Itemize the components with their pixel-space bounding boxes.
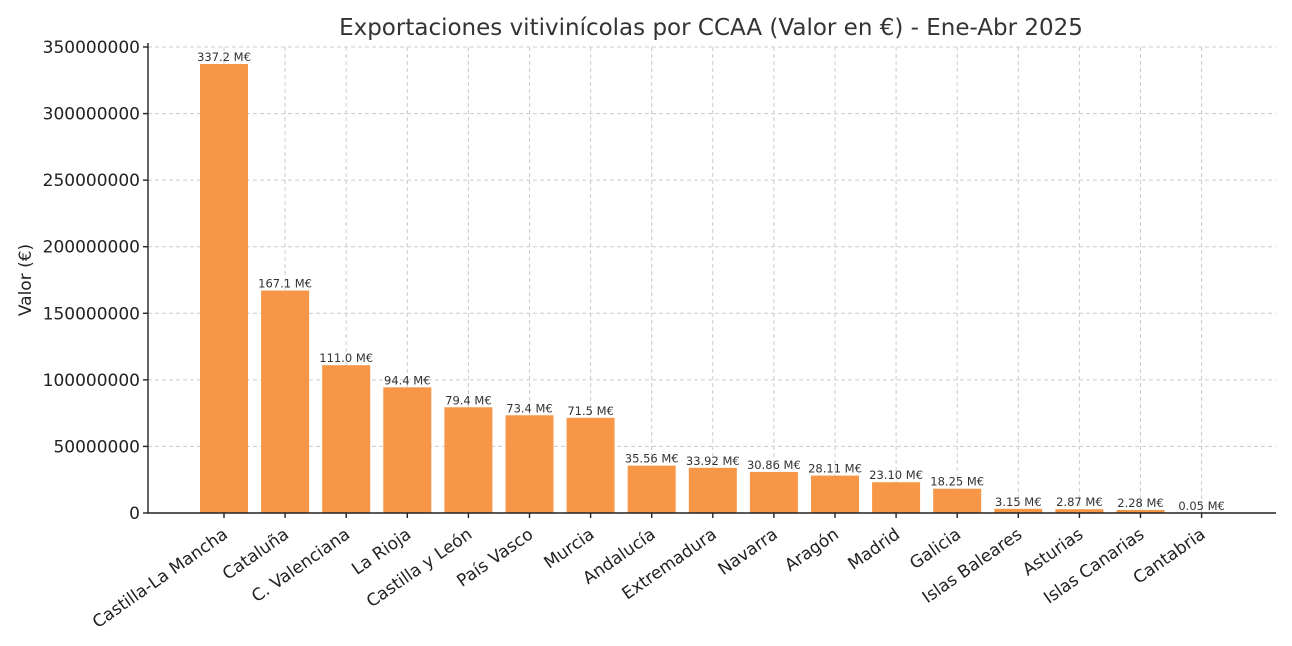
data-label: 111.0 M€	[319, 351, 373, 365]
bars	[200, 64, 1226, 513]
bar	[1116, 509, 1165, 513]
bar	[261, 290, 310, 513]
data-label: 79.4 M€	[445, 393, 492, 407]
bar	[200, 64, 248, 513]
data-label: 3.15 M€	[995, 495, 1042, 509]
data-label: 73.4 M€	[506, 401, 553, 415]
x-tick-label: Castilla-La Mancha	[89, 524, 232, 632]
data-label: 0.05 M€	[1178, 499, 1225, 513]
chart-title: Exportaciones vitivinícolas por CCAA (Va…	[339, 15, 1083, 41]
bar	[749, 471, 798, 513]
y-tick-label: 100000000	[43, 371, 140, 391]
y-axis-label: Valor (€)	[16, 244, 36, 316]
data-label: 28.11 M€	[808, 462, 862, 476]
data-labels: 337.2 M€ 167.1 M€ 111.0 M€ 94.4 M€ 79.4 M€ 73…	[197, 50, 1225, 513]
bar	[444, 407, 493, 513]
data-label: 2.87 M€	[1056, 495, 1103, 509]
x-tick-label: Aragón	[781, 524, 842, 575]
bar	[811, 475, 859, 513]
bar	[933, 488, 982, 513]
y-tick-label: 250000000	[43, 171, 140, 191]
bar	[1055, 509, 1104, 513]
bar	[627, 465, 676, 513]
bar	[322, 365, 371, 513]
y-tick-label: 50000000	[53, 437, 140, 457]
y-tick-label: 300000000	[43, 105, 140, 125]
bar	[872, 482, 921, 513]
bar	[994, 508, 1043, 513]
bar	[383, 387, 432, 513]
x-tick-label: Navarra	[715, 524, 782, 579]
y-axis-ticks: 0 50000000 100000000 150000000 200000000 2500…	[43, 38, 148, 524]
x-tick-label: Castilla y León	[363, 524, 476, 612]
data-label: 23.10 M€	[869, 468, 923, 482]
data-label: 35.56 M€	[625, 452, 679, 466]
data-label: 30.86 M€	[747, 458, 801, 472]
y-tick-label: 0	[129, 504, 140, 524]
y-tick-label: 200000000	[43, 238, 140, 258]
grid	[148, 46, 1276, 514]
data-label: 18.25 M€	[930, 475, 984, 489]
x-tick-label: Madrid	[844, 524, 903, 574]
bar	[688, 467, 737, 513]
data-label: 2.28 M€	[1117, 496, 1164, 510]
data-label: 337.2 M€	[197, 50, 251, 64]
data-label: 94.4 M€	[384, 373, 431, 387]
data-label: 71.5 M€	[567, 404, 614, 418]
bar	[505, 415, 554, 513]
bar	[566, 417, 615, 513]
data-label: 167.1 M€	[258, 277, 312, 291]
y-tick-label: 150000000	[43, 304, 140, 324]
data-label: 33.92 M€	[686, 454, 740, 468]
y-tick-label: 350000000	[43, 38, 140, 58]
